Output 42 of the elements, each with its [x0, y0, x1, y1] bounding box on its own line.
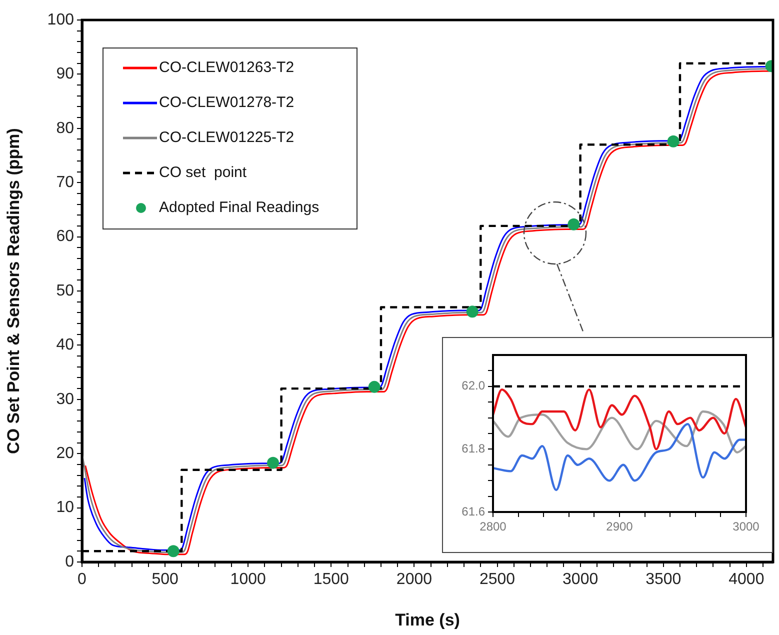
line-series	[493, 422, 746, 492]
point	[167, 545, 180, 558]
y-tick-label: 61.8	[462, 442, 486, 456]
x-axis-title: Time (s)	[395, 610, 460, 630]
legend-label: CO-CLEW01278-T2	[159, 94, 294, 112]
point	[267, 456, 280, 469]
y-tick-label: 60	[56, 228, 74, 246]
point	[466, 306, 478, 318]
x-tick-label: 1500	[313, 571, 350, 588]
x-tick-label: 1000	[230, 571, 266, 588]
x-tick-label: 2500	[479, 571, 516, 588]
x-tick-label: 2900	[606, 520, 634, 534]
y-tick-label: 61.6	[462, 504, 486, 518]
y-tick-label: 20	[56, 445, 74, 462]
point	[568, 218, 580, 230]
y-tick-label: 50	[56, 282, 74, 300]
y-tick-label: 90	[56, 66, 74, 83]
y-tick-label: 30	[56, 390, 74, 408]
x-tick-label: 3000	[562, 571, 598, 588]
x-tick-label: 3500	[646, 571, 682, 588]
y-tick-label: 0	[65, 553, 74, 570]
y-axis-title: CO Set Point & Sensors Readings (ppm)	[4, 128, 23, 454]
x-tick-label: 3000	[732, 520, 760, 534]
x-tick-label: 2800	[480, 520, 507, 534]
y-tick-label: 62.0	[462, 378, 486, 393]
legend-label: CO-CLEW01263-T2	[159, 59, 294, 76]
line-series	[493, 410, 746, 454]
y-tick-label: 80	[56, 120, 74, 137]
y-tick-label: 100	[47, 11, 74, 28]
y-tick-label: 10	[56, 499, 74, 516]
point	[368, 380, 380, 393]
y-tick-label: 70	[56, 174, 74, 192]
x-tick-label: 4000	[728, 571, 764, 588]
x-tick-label: 2000	[396, 571, 432, 588]
legend-label: CO set point	[159, 164, 248, 182]
point	[667, 135, 680, 148]
legend-label: Adopted Final Readings	[159, 199, 320, 216]
x-tick-label: 0	[78, 571, 87, 588]
x-tick-label: 500	[152, 571, 178, 588]
legend-label: CO-CLEW01225-T2	[159, 129, 294, 146]
y-tick-label: 40	[56, 336, 74, 354]
line-series	[493, 388, 746, 450]
